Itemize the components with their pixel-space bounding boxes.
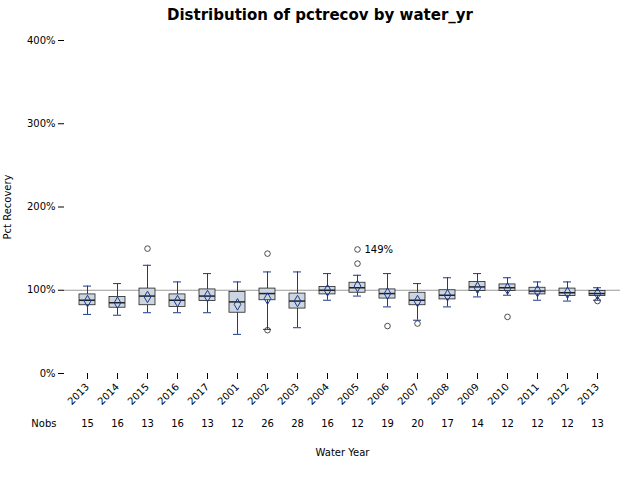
svg-text:13: 13 xyxy=(591,418,604,429)
svg-text:2011: 2011 xyxy=(515,381,541,407)
svg-text:2013: 2013 xyxy=(65,381,91,407)
svg-text:2010: 2010 xyxy=(485,381,511,407)
svg-text:15: 15 xyxy=(81,418,94,429)
svg-text:149%: 149% xyxy=(365,244,394,255)
svg-text:100%: 100% xyxy=(27,284,56,295)
svg-text:2017: 2017 xyxy=(185,381,211,407)
svg-text:400%: 400% xyxy=(27,35,56,46)
svg-text:2001: 2001 xyxy=(215,381,241,407)
svg-text:300%: 300% xyxy=(27,118,56,129)
html-text:Distribution of pctrecov by wa: Distribution of pctrecov by water_yr xyxy=(167,6,473,24)
svg-text:12: 12 xyxy=(561,418,574,429)
svg-text:13: 13 xyxy=(141,418,154,429)
svg-text:17: 17 xyxy=(441,418,454,429)
svg-text:0%: 0% xyxy=(40,368,56,379)
svg-text:16: 16 xyxy=(111,418,124,429)
svg-text:2005: 2005 xyxy=(335,381,361,407)
svg-text:26: 26 xyxy=(261,418,274,429)
svg-text:200%: 200% xyxy=(27,201,56,212)
svg-text:16: 16 xyxy=(171,418,184,429)
svg-text:16: 16 xyxy=(321,418,334,429)
svg-text:Nobs: Nobs xyxy=(31,418,56,429)
svg-text:2004: 2004 xyxy=(305,381,331,407)
svg-text:2013: 2013 xyxy=(575,381,601,407)
svg-text:19: 19 xyxy=(381,418,394,429)
svg-text:2016: 2016 xyxy=(155,381,181,407)
svg-text:28: 28 xyxy=(291,418,304,429)
svg-text:2008: 2008 xyxy=(425,381,451,407)
svg-text:12: 12 xyxy=(351,418,364,429)
svg-text:14: 14 xyxy=(471,418,484,429)
svg-text:12: 12 xyxy=(531,418,544,429)
svg-text:2012: 2012 xyxy=(545,381,571,407)
svg-text:2006: 2006 xyxy=(365,381,391,407)
svg-text:2003: 2003 xyxy=(275,381,301,407)
svg-text:2015: 2015 xyxy=(125,381,151,407)
svg-text:Water Year: Water Year xyxy=(316,447,371,458)
svg-text:12: 12 xyxy=(231,418,244,429)
svg-text:12: 12 xyxy=(501,418,514,429)
svg-text:2009: 2009 xyxy=(455,381,481,407)
svg-text:Pct Recovery: Pct Recovery xyxy=(2,174,13,239)
svg-text:2002: 2002 xyxy=(245,381,271,407)
svg-text:2007: 2007 xyxy=(395,381,421,407)
svg-text:20: 20 xyxy=(411,418,424,429)
svg-text:2014: 2014 xyxy=(95,381,121,407)
svg-text:13: 13 xyxy=(201,418,214,429)
